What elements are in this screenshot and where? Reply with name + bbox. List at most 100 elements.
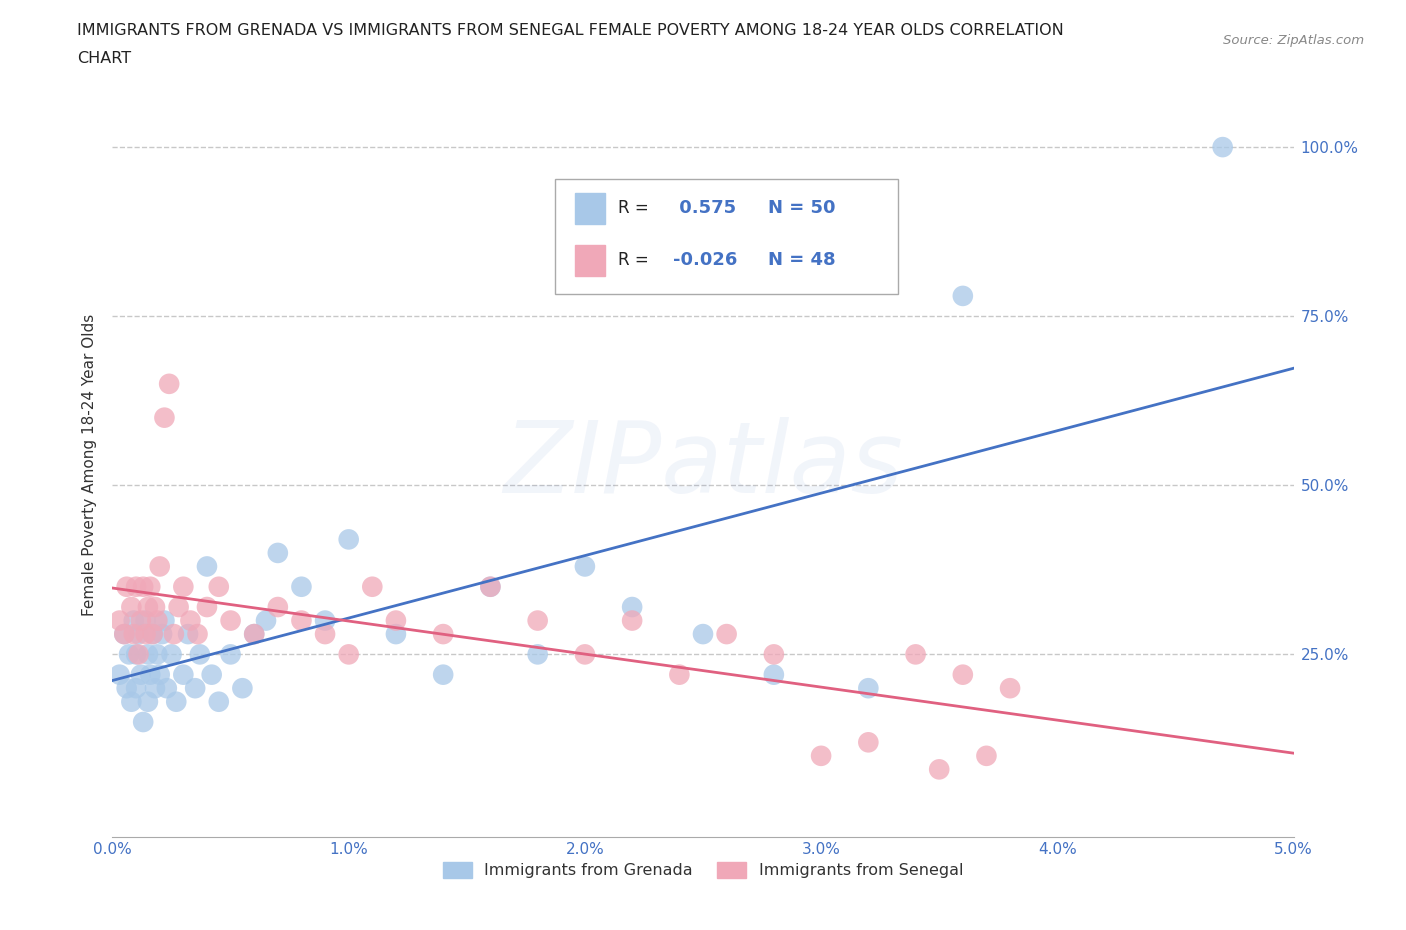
Point	[337, 532, 360, 547]
Point	[172, 667, 194, 682]
Point	[526, 613, 548, 628]
Point	[219, 647, 242, 662]
Point	[120, 695, 142, 710]
Point	[172, 579, 194, 594]
Point	[179, 613, 201, 628]
Legend: Immigrants from Grenada, Immigrants from Senegal: Immigrants from Grenada, Immigrants from…	[436, 856, 970, 884]
Point	[621, 600, 644, 615]
Text: 0.575: 0.575	[673, 199, 737, 218]
Point	[574, 559, 596, 574]
Point	[156, 681, 179, 696]
Point	[143, 681, 166, 696]
Point	[243, 627, 266, 642]
Point	[1212, 140, 1234, 154]
Point	[125, 647, 148, 662]
Bar	[575, 193, 605, 224]
Point	[201, 667, 224, 682]
Point	[267, 600, 290, 615]
Point	[127, 647, 149, 662]
Point	[122, 627, 145, 642]
Point	[314, 613, 336, 628]
Point	[139, 579, 162, 594]
Point	[142, 627, 165, 642]
Point	[139, 667, 162, 682]
Point	[231, 681, 253, 696]
Point	[160, 647, 183, 662]
Point	[136, 647, 159, 662]
Text: N = 48: N = 48	[768, 251, 835, 270]
Point	[146, 647, 169, 662]
Point	[149, 559, 172, 574]
Point	[267, 546, 290, 561]
Point	[108, 667, 131, 682]
Point	[716, 627, 738, 642]
Point	[136, 695, 159, 710]
Point	[810, 749, 832, 764]
Point	[479, 579, 502, 594]
Point	[432, 667, 454, 682]
Point	[290, 613, 312, 628]
Point	[254, 613, 277, 628]
Point	[143, 600, 166, 615]
Point	[337, 647, 360, 662]
Point	[136, 600, 159, 615]
Point	[290, 579, 312, 594]
Point	[115, 681, 138, 696]
Point	[112, 627, 135, 642]
Text: R =: R =	[619, 199, 654, 218]
Point	[385, 627, 408, 642]
Point	[125, 579, 148, 594]
Point	[858, 681, 880, 696]
Point	[621, 613, 644, 628]
Text: -0.026: -0.026	[673, 251, 738, 270]
Text: CHART: CHART	[77, 51, 131, 66]
Point	[153, 410, 176, 425]
Text: R =: R =	[619, 251, 654, 270]
Point	[150, 627, 173, 642]
Point	[163, 627, 186, 642]
Point	[219, 613, 242, 628]
Point	[122, 613, 145, 628]
Point	[186, 627, 208, 642]
Y-axis label: Female Poverty Among 18-24 Year Olds: Female Poverty Among 18-24 Year Olds	[82, 314, 97, 617]
Point	[112, 627, 135, 642]
Point	[195, 600, 218, 615]
Point	[195, 559, 218, 574]
Point	[120, 600, 142, 615]
Point	[153, 613, 176, 628]
Point	[142, 627, 165, 642]
Point	[952, 667, 974, 682]
Point	[858, 735, 880, 750]
Point	[167, 600, 190, 615]
Point	[149, 667, 172, 682]
Point	[952, 288, 974, 303]
Point	[125, 681, 148, 696]
Point	[976, 749, 998, 764]
Point	[177, 627, 200, 642]
Text: IMMIGRANTS FROM GRENADA VS IMMIGRANTS FROM SENEGAL FEMALE POVERTY AMONG 18-24 YE: IMMIGRANTS FROM GRENADA VS IMMIGRANTS FR…	[77, 23, 1064, 38]
Text: Source: ZipAtlas.com: Source: ZipAtlas.com	[1223, 34, 1364, 47]
Point	[129, 667, 152, 682]
Point	[135, 613, 157, 628]
Point	[385, 613, 408, 628]
Point	[157, 377, 180, 392]
Point	[574, 647, 596, 662]
Point	[188, 647, 211, 662]
Point	[692, 627, 714, 642]
Point	[184, 681, 207, 696]
Point	[243, 627, 266, 642]
FancyBboxPatch shape	[555, 179, 898, 294]
Point	[998, 681, 1021, 696]
Point	[135, 627, 157, 642]
Point	[115, 579, 138, 594]
Point	[118, 647, 141, 662]
Bar	[575, 245, 605, 276]
Point	[129, 613, 152, 628]
Point	[526, 647, 548, 662]
Point	[165, 695, 187, 710]
Text: N = 50: N = 50	[768, 199, 835, 218]
Point	[361, 579, 384, 594]
Point	[127, 627, 149, 642]
Point	[762, 647, 785, 662]
Point	[432, 627, 454, 642]
